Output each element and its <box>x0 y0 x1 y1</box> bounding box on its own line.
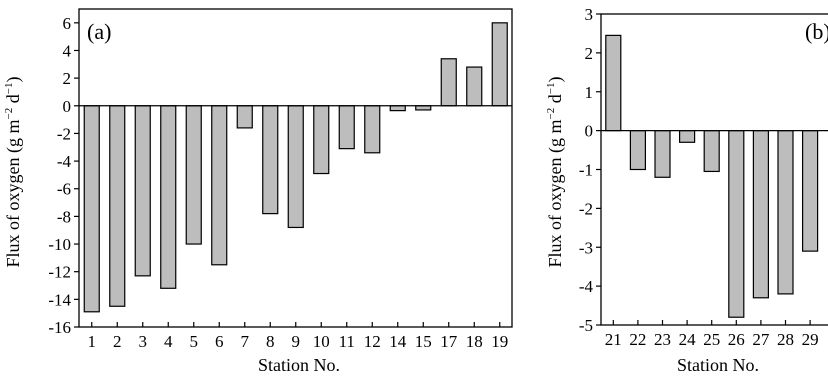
y-axis-b: 3 2 1 0 -1 -2 -3 -4 -5 <box>579 5 601 335</box>
x-tick-label-a-8: 8 <box>266 332 275 351</box>
x-tick-label-a-10: 10 <box>313 332 330 351</box>
x-tick-label-a-4: 4 <box>164 332 173 351</box>
y-tick-label-a--16: -16 <box>48 318 71 337</box>
x-tick-label-a-12: 12 <box>364 332 381 351</box>
x-tick-label-a-17: 17 <box>440 332 458 351</box>
y-axis-title-a: Flux of oxygen (g m−2 d−1) <box>3 77 24 268</box>
x-tick-label-a-2: 2 <box>113 332 122 351</box>
bar-a-12 <box>365 106 380 153</box>
bars-b <box>606 35 818 317</box>
bar-a-4 <box>161 106 176 289</box>
bar-a-6 <box>212 106 227 265</box>
y-tick-label-b--2: -2 <box>579 199 593 218</box>
bar-a-9 <box>288 106 303 228</box>
x-tick-label-b-26: 26 <box>728 330 745 349</box>
y-tick-label-b-1: 1 <box>585 83 594 102</box>
x-tick-label-a-3: 3 <box>139 332 148 351</box>
bar-b-29 <box>803 131 818 252</box>
y-tick-label-a--8: -8 <box>57 207 71 226</box>
x-tick-label-a-15: 15 <box>415 332 432 351</box>
x-tick-label-a-7: 7 <box>241 332 250 351</box>
x-tick-label-b-27: 27 <box>752 330 770 349</box>
y-tick-label-a--12: -12 <box>48 263 71 282</box>
y-tick-label-a--2: -2 <box>57 124 71 143</box>
x-tick-label-a-9: 9 <box>292 332 301 351</box>
bar-a-8 <box>263 106 278 214</box>
bar-b-24 <box>680 131 695 143</box>
x-tick-label-b-23: 23 <box>654 330 671 349</box>
y-tick-label-a-4: 4 <box>63 41 72 60</box>
bar-b-23 <box>655 131 670 178</box>
x-axis-title-b: Station No. <box>677 355 759 375</box>
bar-a-5 <box>186 106 201 244</box>
x-tick-label-b-28: 28 <box>777 330 794 349</box>
y-tick-label-a-0: 0 <box>63 97 72 116</box>
y-tick-label-b-2: 2 <box>585 44 594 63</box>
bar-a-3 <box>135 106 150 276</box>
panel-label-a: (a) <box>87 19 111 44</box>
x-tick-label-b-24: 24 <box>679 330 697 349</box>
bar-b-26 <box>729 131 744 318</box>
y-tick-label-a-2: 2 <box>63 69 72 88</box>
y-tick-label-b--1: -1 <box>579 161 593 180</box>
x-tick-label-b-21: 21 <box>605 330 622 349</box>
bar-b-21 <box>606 35 621 130</box>
x-tick-label-a-5: 5 <box>190 332 199 351</box>
bar-a-10 <box>314 106 329 174</box>
x-tick-label-b-25: 25 <box>703 330 720 349</box>
x-tick-label-a-11: 11 <box>339 332 355 351</box>
x-axis-title-a: Station No. <box>258 355 340 375</box>
bar-a-14 <box>390 106 405 111</box>
bar-a-1 <box>84 106 99 312</box>
y-tick-label-b--4: -4 <box>579 277 594 296</box>
bar-a-17 <box>441 59 456 106</box>
bar-a-2 <box>110 106 125 306</box>
y-tick-label-a-6: 6 <box>63 14 72 33</box>
bar-b-28 <box>778 131 793 294</box>
y-axis-title-b: Flux of oxygen (g m−2 d−1) <box>545 77 566 268</box>
y-tick-label-b--5: -5 <box>579 316 593 335</box>
panel-label-b: (b) <box>805 19 828 44</box>
bar-a-18 <box>467 67 482 106</box>
x-tick-label-a-18: 18 <box>466 332 483 351</box>
bar-b-22 <box>630 131 645 170</box>
x-tick-label-b-29: 29 <box>802 330 819 349</box>
bars-a <box>84 23 507 312</box>
bar-b-27 <box>753 131 768 298</box>
y-axis-a: 6 4 2 0 -2 -4 -6 -8 -10 -12 -14 -16 <box>48 14 79 337</box>
x-tick-label-b-22: 22 <box>629 330 646 349</box>
x-tick-label-a-19: 19 <box>491 332 508 351</box>
bar-a-11 <box>339 106 354 149</box>
bar-b-25 <box>704 131 719 172</box>
y-tick-label-b-3: 3 <box>585 5 594 24</box>
y-tick-label-a--6: -6 <box>57 180 71 199</box>
y-tick-label-a--10: -10 <box>48 235 71 254</box>
y-tick-label-b-0: 0 <box>585 122 594 141</box>
bar-a-19 <box>492 23 507 106</box>
y-tick-label-a--4: -4 <box>57 152 72 171</box>
x-tick-label-a-6: 6 <box>215 332 224 351</box>
y-tick-label-a--14: -14 <box>48 290 71 309</box>
x-tick-label-a-1: 1 <box>88 332 97 351</box>
x-tick-label-a-14: 14 <box>389 332 407 351</box>
y-tick-label-b--3: -3 <box>579 238 593 257</box>
bar-a-7 <box>237 106 252 128</box>
